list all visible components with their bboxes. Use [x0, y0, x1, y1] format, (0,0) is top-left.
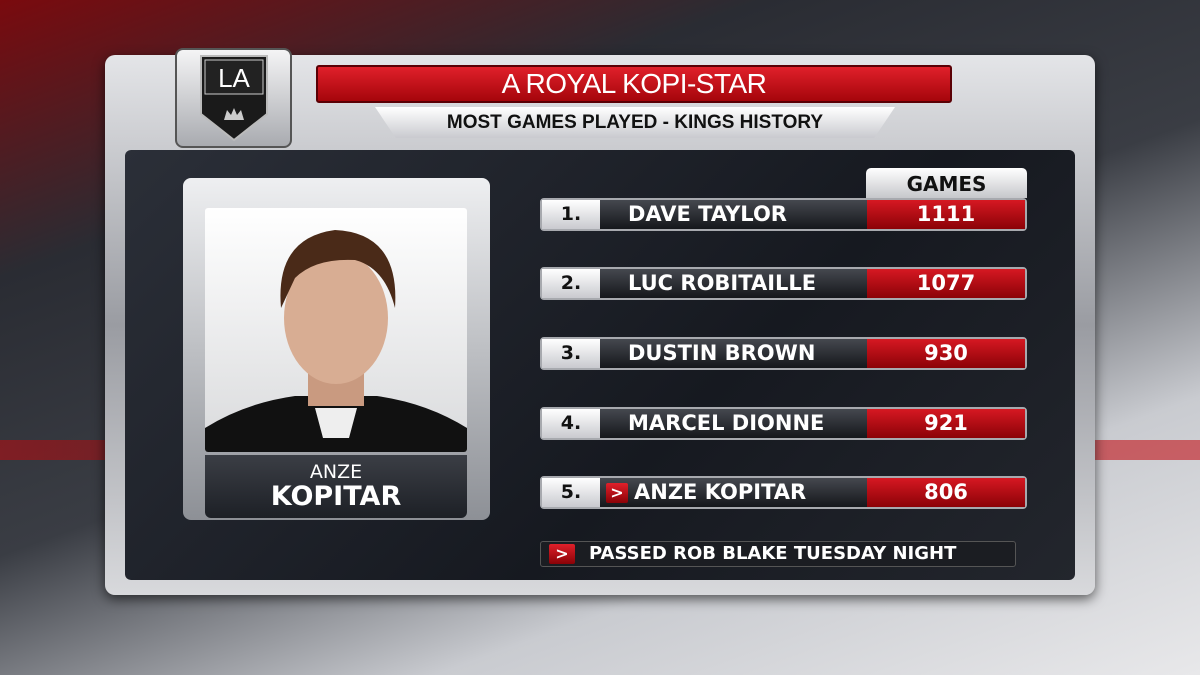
player-photo [205, 208, 467, 452]
games-value: 921 [867, 409, 1025, 438]
player-nameplate: ANZE KOPITAR [205, 455, 467, 518]
kings-shield-icon: LA [199, 55, 268, 142]
player-card: ANZE KOPITAR [183, 178, 490, 520]
player-name: DAVE TAYLOR [628, 202, 787, 226]
footnote: > PASSED ROB BLAKE TUESDAY NIGHT [540, 541, 1016, 567]
table-row: 4. MARCEL DIONNE 921 [540, 407, 1027, 440]
chevron-right-icon: > [606, 482, 628, 503]
table-row: 2. LUC ROBITAILLE 1077 [540, 267, 1027, 300]
games-column-header: GAMES [866, 168, 1027, 198]
player-name: MARCEL DIONNE [628, 411, 825, 435]
player-name: DUSTIN BROWN [628, 341, 816, 365]
kings-logo: LA [175, 48, 292, 148]
rank: 1. [542, 200, 600, 229]
games-value: 1077 [867, 269, 1025, 298]
table-row-highlighted: 5. > ANZE KOPITAR 806 [540, 476, 1027, 509]
player-last-name: KOPITAR [270, 481, 402, 512]
chevron-right-icon: > [549, 544, 575, 564]
graphic-subtitle: MOST GAMES PLAYED - KINGS HISTORY [375, 107, 895, 138]
rank: 3. [542, 339, 600, 368]
rank: 4. [542, 409, 600, 438]
games-value: 806 [867, 478, 1025, 507]
rank: 2. [542, 269, 600, 298]
games-value: 1111 [867, 200, 1025, 229]
svg-text:LA: LA [218, 63, 250, 93]
rank: 5. [542, 478, 600, 507]
graphic-title: A ROYAL KOPI-STAR [316, 65, 952, 103]
table-row: 3. DUSTIN BROWN 930 [540, 337, 1027, 370]
player-name: LUC ROBITAILLE [628, 271, 817, 295]
games-value: 930 [867, 339, 1025, 368]
table-row: 1. DAVE TAYLOR 1111 [540, 198, 1027, 231]
player-first-name: ANZE [309, 461, 363, 483]
player-name: ANZE KOPITAR [634, 480, 807, 504]
footnote-text: PASSED ROB BLAKE TUESDAY NIGHT [589, 543, 957, 564]
